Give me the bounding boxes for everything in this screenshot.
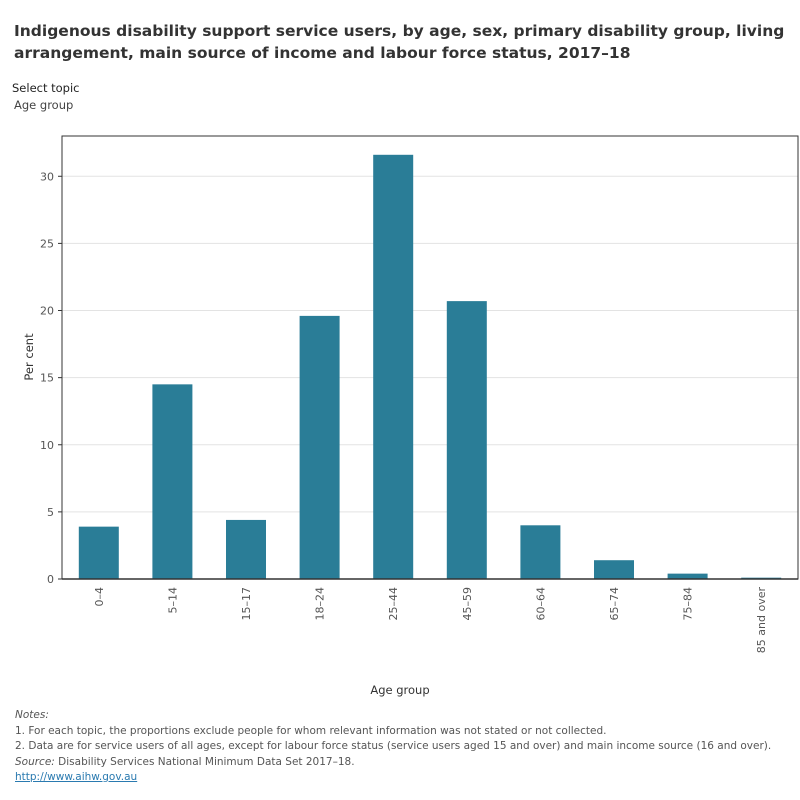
note-2: 2. Data are for service users of all age…	[15, 740, 772, 752]
note-1: 1. For each topic, the proportions exclu…	[15, 724, 607, 737]
bar-chart: Per cent Age group 0 5 10 15 20 25 30 0–4 5–14 15…	[22, 135, 799, 697]
notes: Notes: 1. For each topic, the proportion…	[15, 708, 771, 786]
x-tick-label: 85 and over	[755, 587, 768, 654]
y-tick-label: 25	[40, 237, 54, 250]
bar-5–14	[152, 384, 193, 579]
aihw-link[interactable]: http://www.aihw.gov.au	[15, 771, 138, 783]
chart-title: Indigenous disability support service us…	[14, 22, 785, 62]
topic-selector[interactable]: Age group	[14, 98, 74, 112]
x-tick-label: 75–84	[682, 587, 695, 621]
x-tick-label: 0–4	[93, 587, 106, 607]
y-tick-label: 20	[40, 305, 54, 318]
x-tick-label: 45–59	[461, 587, 474, 621]
x-axis-title: Age group	[370, 683, 429, 697]
bar-60–64	[520, 525, 561, 579]
bar-15–17	[226, 519, 266, 579]
source-text: Disability Services National Minimum Dat…	[54, 755, 355, 768]
notes-heading: Notes:	[15, 709, 49, 721]
topic-selector-label: Select topic	[12, 81, 80, 95]
source-label: Source:	[15, 755, 55, 768]
y-tick-label: 10	[40, 439, 54, 452]
y-tick-label: 15	[40, 372, 54, 385]
bar-75–84	[667, 573, 708, 579]
x-tick-label: 18–24	[314, 587, 327, 621]
y-axis-title: Per cent	[22, 333, 36, 381]
y-tick-label: 5	[47, 506, 54, 519]
bar-65–74	[594, 560, 634, 579]
bar-45–59	[446, 301, 487, 579]
bar-25–44	[373, 154, 414, 579]
bar-0–4	[78, 526, 119, 579]
x-tick-label: 5–14	[166, 587, 179, 614]
y-tick-label: 30	[40, 170, 54, 183]
x-tick-label: 15–17	[240, 587, 253, 621]
x-tick-label: 65–74	[608, 587, 621, 621]
x-tick-label: 60–64	[534, 587, 547, 621]
y-tick-label: 0	[47, 573, 54, 586]
x-tick-label: 25–44	[387, 587, 400, 621]
bar-18–24	[299, 315, 340, 579]
